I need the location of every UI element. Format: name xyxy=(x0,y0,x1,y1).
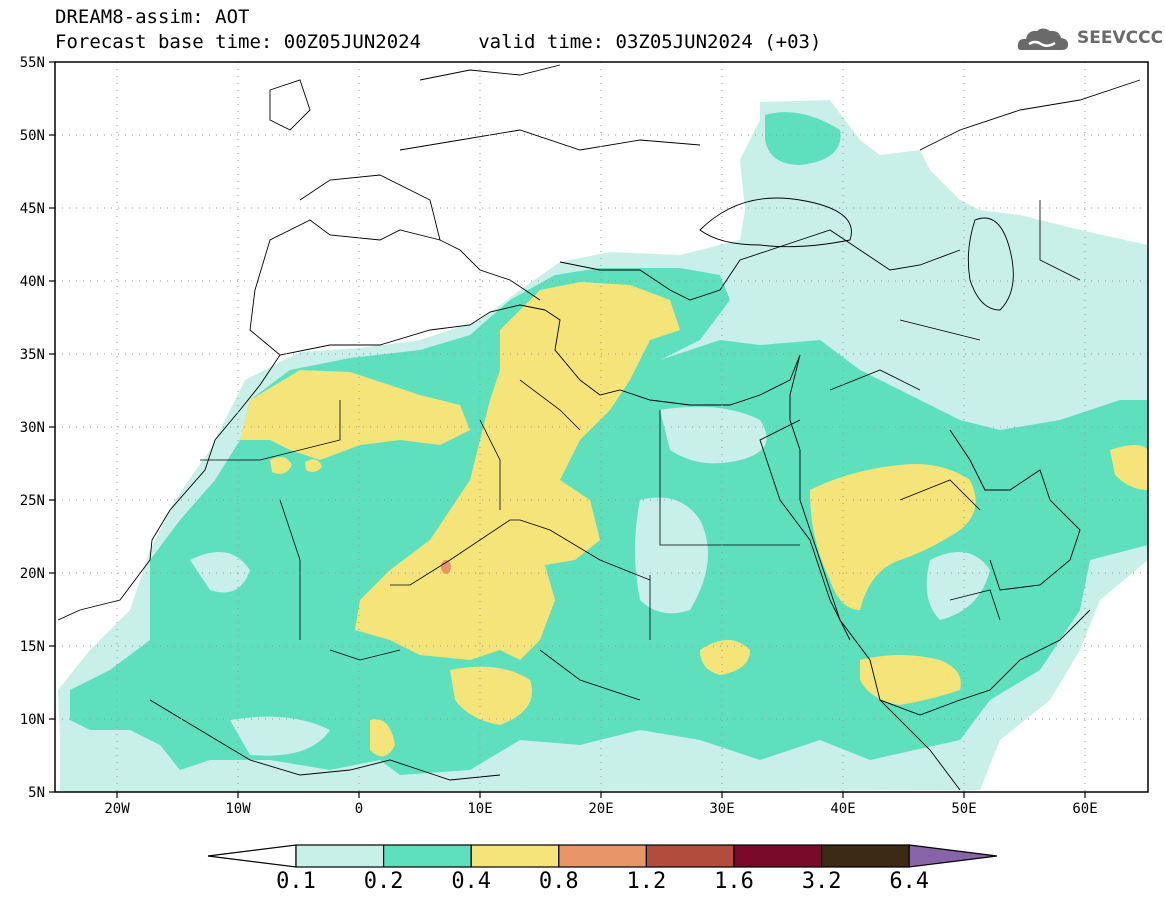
lat-label: 10N xyxy=(20,712,45,728)
aot-field xyxy=(55,62,1148,792)
grid xyxy=(55,62,1148,792)
lat-label: 55N xyxy=(20,55,45,71)
colorbar-swatch xyxy=(733,844,823,868)
lat-label: 15N xyxy=(20,639,45,655)
lon-label: 30E xyxy=(709,801,734,817)
colorbar-label: 0.4 xyxy=(451,869,492,894)
colorbar-label: 0.2 xyxy=(363,869,404,894)
lat-label: 45N xyxy=(20,201,45,217)
lon-label: 10E xyxy=(467,801,492,817)
lon-label: 10W xyxy=(225,801,251,817)
colorbar-label: 1.2 xyxy=(626,869,667,894)
colorbar-swatch xyxy=(558,844,647,868)
cloud-logo-icon xyxy=(1017,28,1069,50)
lat-label: 20N xyxy=(20,566,45,582)
colorbar-label: 3.2 xyxy=(801,869,842,894)
lat-label: 25N xyxy=(20,493,45,509)
lon-label: 40E xyxy=(830,801,855,817)
lon-label: 20E xyxy=(588,801,613,817)
colorbar-swatch xyxy=(383,844,472,868)
coastlines xyxy=(57,64,1141,791)
colorbar-swatch xyxy=(470,844,560,868)
lon-label: 60E xyxy=(1072,801,1097,817)
lat-label: 5N xyxy=(28,785,45,801)
logo-text: SEEVCCC xyxy=(1077,28,1164,48)
lon-label: 50E xyxy=(951,801,976,817)
colorbar-label: 0.1 xyxy=(276,869,316,894)
axis-ticks xyxy=(49,61,1086,798)
map-title: DREAM8-assim: AOT xyxy=(55,6,250,28)
colorbar-swatch xyxy=(820,844,910,868)
lat-label: 30N xyxy=(20,420,45,436)
lat-label: 40N xyxy=(20,274,45,290)
colorbar-label: 1.6 xyxy=(714,869,754,894)
colorbar-label: 6.4 xyxy=(889,869,930,894)
forecast-time-line: Forecast base time: 00Z05JUN2024 valid t… xyxy=(55,31,822,53)
country-borders xyxy=(200,200,1081,701)
colorbar xyxy=(207,844,998,868)
colorbar-swatch xyxy=(295,844,385,868)
colorbar-max-arrow xyxy=(908,844,998,868)
lat-label: 50N xyxy=(20,128,45,144)
aot-band-0.8 xyxy=(441,560,451,574)
colorbar-swatch xyxy=(645,844,735,868)
lat-label: 35N xyxy=(20,347,45,363)
colorbar-label: 0.8 xyxy=(538,869,579,894)
aot-band-0.4 xyxy=(240,370,470,460)
lon-label: 20W xyxy=(104,801,130,817)
colorbar-min-arrow xyxy=(207,844,297,868)
lon-label: 0 xyxy=(355,801,363,817)
